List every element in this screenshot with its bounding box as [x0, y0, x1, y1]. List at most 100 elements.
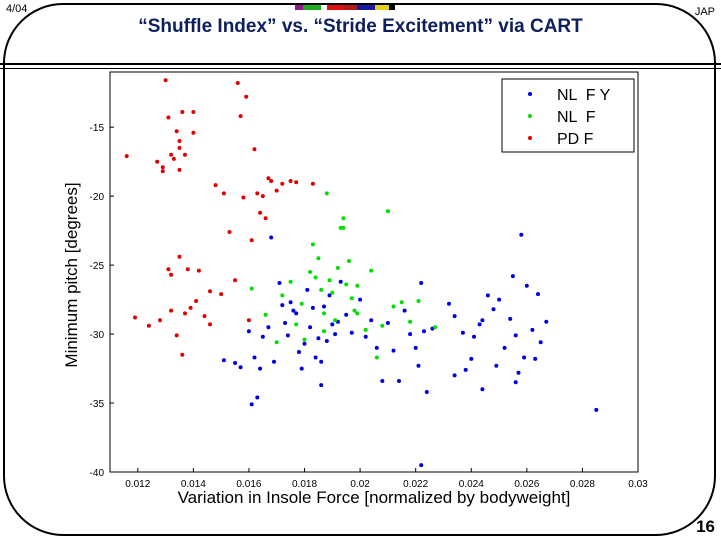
- data-point-series-2: [280, 181, 285, 186]
- data-point-series-0: [310, 305, 315, 310]
- data-point-series-0: [538, 340, 543, 345]
- data-point-series-1: [324, 191, 329, 196]
- data-point-series-0: [447, 301, 451, 306]
- data-point-series-2: [263, 216, 268, 221]
- data-point-series-0: [313, 355, 318, 360]
- data-point-series-0: [452, 314, 457, 319]
- data-point-series-2: [310, 181, 315, 186]
- data-point-series-0: [272, 359, 276, 364]
- data-point-series-1: [347, 259, 351, 263]
- accent-color-swatch: [321, 5, 327, 10]
- data-point-series-0: [385, 321, 390, 325]
- y-tick-label: -35: [90, 399, 105, 410]
- data-point-series-0: [522, 355, 527, 360]
- data-point-series-2: [160, 169, 165, 174]
- data-point-series-2: [241, 195, 246, 200]
- data-point-series-0: [513, 380, 518, 385]
- data-point-series-2: [174, 333, 179, 338]
- data-point-series-0: [294, 311, 299, 316]
- data-point-series-0: [469, 356, 474, 361]
- data-point-series-0: [316, 336, 321, 341]
- data-point-series-0: [374, 345, 379, 350]
- accent-color-swatch: [303, 5, 321, 10]
- x-tick-label: 0.03: [628, 479, 648, 490]
- data-point-series-0: [536, 292, 540, 297]
- data-point-series-1: [341, 216, 346, 221]
- data-point-series-0: [477, 322, 482, 327]
- data-point-series-2: [219, 292, 224, 297]
- x-tick-label: 0.018: [292, 479, 317, 490]
- data-point-series-2: [227, 230, 232, 234]
- data-point-series-0: [452, 373, 457, 378]
- data-point-series-2: [266, 176, 271, 181]
- data-point-series-0: [422, 329, 426, 334]
- data-point-series-0: [513, 333, 518, 338]
- data-point-series-2: [208, 289, 212, 294]
- data-point-series-0: [330, 322, 335, 327]
- x-tick-label: 0.02: [350, 479, 370, 490]
- data-point-series-2: [155, 159, 160, 164]
- data-point-series-0: [419, 281, 424, 285]
- data-point-series-0: [327, 293, 332, 298]
- y-tick-label: -40: [90, 468, 105, 479]
- data-point-series-1: [319, 287, 324, 292]
- data-point-series-0: [480, 387, 485, 392]
- data-point-series-2: [177, 167, 182, 172]
- data-point-series-1: [288, 279, 293, 284]
- data-point-series-1: [299, 301, 304, 306]
- data-point-series-1: [302, 337, 307, 342]
- data-point-series-1: [327, 278, 332, 283]
- data-point-series-2: [177, 139, 182, 143]
- legend-marker: [528, 136, 532, 140]
- data-point-series-0: [238, 365, 243, 370]
- data-point-series-0: [419, 463, 424, 468]
- data-point-series-0: [424, 390, 429, 394]
- data-point-series-0: [480, 318, 485, 323]
- x-tick-label: 0.024: [459, 479, 484, 490]
- axis-ticks: 0.012 0.014 0.016 0.018 0.02 0.022 0.024 0.026 0…: [90, 123, 649, 490]
- data-point-series-0: [413, 345, 418, 350]
- data-point-series-2: [177, 145, 182, 150]
- data-point-series-0: [460, 330, 465, 335]
- data-point-series-0: [530, 327, 535, 332]
- data-point-series-0: [246, 329, 251, 334]
- data-point-series-2: [171, 156, 176, 161]
- data-point-series-0: [258, 366, 263, 371]
- data-point-series-2: [246, 318, 251, 323]
- data-point-series-0: [402, 308, 407, 313]
- data-point-series-0: [249, 402, 254, 407]
- data-point-series-1: [322, 311, 326, 316]
- data-point-series-0: [497, 297, 502, 302]
- data-point-series-2: [238, 114, 243, 119]
- data-point-series-1: [369, 268, 374, 273]
- data-point-series-2: [146, 323, 151, 328]
- slide-author: JAP: [694, 6, 715, 18]
- data-point-series-0: [391, 348, 396, 353]
- data-point-series-2: [169, 272, 174, 277]
- slide-frame: [3, 3, 716, 536]
- data-point-series-1: [385, 209, 390, 214]
- accent-color-swatch: [343, 5, 357, 10]
- data-point-series-2: [252, 147, 257, 152]
- accent-color-swatch: [357, 5, 375, 10]
- data-point-series-2: [180, 110, 185, 114]
- data-point-series-2: [249, 238, 254, 243]
- data-point-series-0: [277, 281, 282, 285]
- data-point-series-0: [408, 332, 413, 337]
- y-axis-label: Minimum pitch [degrees]: [62, 182, 81, 367]
- data-point-series-2: [255, 191, 260, 196]
- plot-area: [109, 71, 639, 473]
- data-point-series-0: [285, 333, 290, 338]
- data-point-series-0: [255, 395, 260, 400]
- data-point-series-1: [263, 312, 268, 317]
- data-point-series-2: [274, 188, 279, 193]
- data-point-series-1: [374, 355, 379, 360]
- data-point-series-1: [363, 327, 368, 332]
- x-tick-label: 0.012: [125, 479, 150, 490]
- header-rule-thin: [0, 68, 721, 69]
- data-point-series-2: [183, 152, 187, 157]
- data-point-series-1: [308, 270, 313, 274]
- y-tick-label: -25: [90, 261, 105, 272]
- legend-marker: [528, 114, 532, 118]
- data-point-series-1: [316, 256, 321, 261]
